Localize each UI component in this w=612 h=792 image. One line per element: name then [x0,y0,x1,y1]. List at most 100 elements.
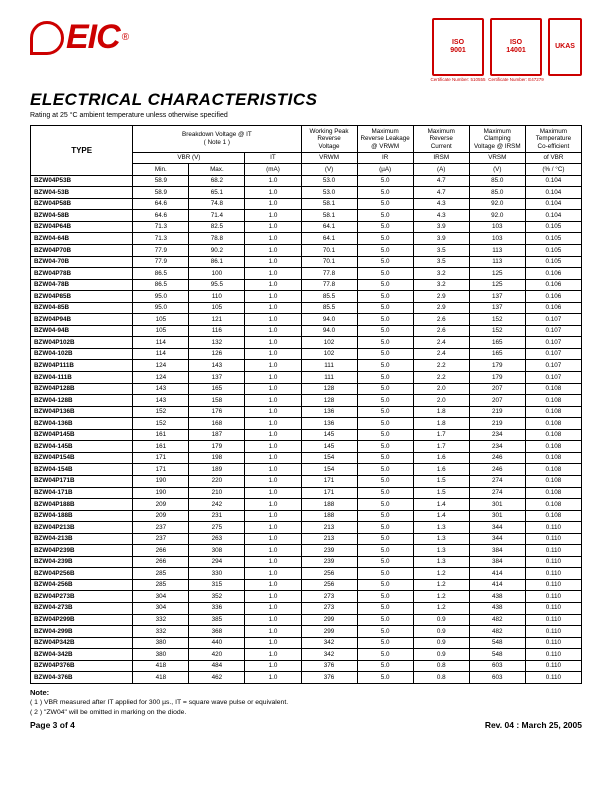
cell-type: BZW04-78B [31,279,133,291]
cell-value: 53.0 [301,187,357,199]
cell-value: 5.0 [357,452,413,464]
cell-value: 0.105 [525,233,581,245]
cell-value: 105 [133,314,189,326]
cell-value: 102 [301,348,357,360]
cell-value: 299 [301,614,357,626]
cell-value: 0.9 [413,649,469,661]
cell-value: 219 [469,418,525,430]
cell-value: 95.0 [133,291,189,303]
cell-value: 70.1 [301,256,357,268]
cell-value: 376 [301,672,357,684]
cell-type: BZW04-299B [31,626,133,638]
page-title: ELECTRICAL CHARACTERISTICS [30,90,582,110]
cell-value: 105 [133,325,189,337]
cell-value: 121 [189,314,245,326]
cell-value: 103 [469,233,525,245]
cell-value: 5.0 [357,579,413,591]
cell-type: BZW04-64B [31,233,133,245]
cell-value: 5.0 [357,499,413,511]
cell-value: 0.110 [525,637,581,649]
cell-value: 1.7 [413,429,469,441]
cell-value: 143 [133,395,189,407]
cell-value: 5.0 [357,429,413,441]
cell-value: 0.9 [413,626,469,638]
cell-value: 152 [469,314,525,326]
cell-value: 0.108 [525,406,581,418]
table-row: BZW04-53B58.965.11.053.05.04.785.00.104 [31,187,582,199]
cell-value: 190 [133,487,189,499]
cell-value: 168 [189,418,245,430]
cell-value: 102 [301,337,357,349]
cell-value: 285 [133,568,189,580]
table-row: BZW04-299B3323681.02995.00.94820.110 [31,626,582,638]
col-mrl: MaximumReverse Leakage@ VRWM [357,126,413,153]
table-row: BZW04P58B64.674.81.058.15.04.392.00.104 [31,198,582,210]
cell-value: 0.9 [413,614,469,626]
cell-type: BZW04P58B [31,198,133,210]
cell-value: 315 [189,579,245,591]
cell-value: 3.9 [413,233,469,245]
cell-value: 5.0 [357,556,413,568]
cell-value: 176 [189,406,245,418]
cell-value: 0.107 [525,337,581,349]
cell-value: 5.0 [357,291,413,303]
table-row: BZW04-171B1902101.01715.01.52740.108 [31,487,582,499]
cell-value: 2.6 [413,314,469,326]
cell-value: 418 [133,672,189,684]
cell-value: 239 [301,556,357,568]
cell-value: 274 [469,487,525,499]
cell-value: 113 [469,245,525,257]
cell-value: 1.0 [245,649,301,661]
footer-page: Page 3 of 4 [30,720,75,730]
table-row: BZW04P136B1521761.01365.01.82190.108 [31,406,582,418]
col-vrwm: VRWM [301,152,357,164]
table-row: BZW04-154B1711891.01545.01.62460.108 [31,464,582,476]
cell-value: 414 [469,579,525,591]
cell-type: BZW04P94B [31,314,133,326]
cell-value: 0.108 [525,510,581,522]
cell-value: 0.108 [525,441,581,453]
cell-type: BZW04P213B [31,522,133,534]
cell-type: BZW04-376B [31,672,133,684]
cell-value: 0.110 [525,556,581,568]
cell-value: 1.0 [245,210,301,222]
cell-value: 0.110 [525,533,581,545]
cell-value: 1.0 [245,602,301,614]
cell-value: 86.1 [189,256,245,268]
cell-type: BZW04-154B [31,464,133,476]
cell-value: 179 [469,360,525,372]
cell-value: 1.2 [413,602,469,614]
table-row: BZW04-94B1051161.094.05.02.61520.107 [31,325,582,337]
cell-value: 301 [469,499,525,511]
cell-type: BZW04P64B [31,221,133,233]
cell-value: 0.105 [525,221,581,233]
cell-value: 266 [133,545,189,557]
cell-value: 294 [189,556,245,568]
cell-value: 2.2 [413,360,469,372]
cell-value: 111 [301,360,357,372]
cell-value: 64.6 [133,198,189,210]
cell-value: 1.3 [413,533,469,545]
cell-value: 58.9 [133,175,189,187]
footer: Page 3 of 4 Rev. 04 : March 25, 2005 [30,720,582,730]
cell-value: 152 [133,406,189,418]
cell-value: 58.1 [301,210,357,222]
cell-value: 145 [301,441,357,453]
cell-value: 179 [189,441,245,453]
cell-value: 0.107 [525,314,581,326]
cell-value: 5.0 [357,545,413,557]
cell-value: 285 [133,579,189,591]
cell-value: 1.0 [245,221,301,233]
cell-value: 0.106 [525,268,581,280]
cell-value: 237 [133,522,189,534]
cell-type: BZW04-171B [31,487,133,499]
table-row: BZW04P78B86.51001.077.85.03.21250.106 [31,268,582,280]
col-ma: (mA) [245,164,301,176]
cell-value: 1.5 [413,475,469,487]
cell-value: 207 [469,395,525,407]
cell-value: 5.0 [357,487,413,499]
table-row: BZW04P85B95.01101.085.55.02.91370.106 [31,291,582,303]
cell-value: 152 [133,418,189,430]
table-row: BZW04-376B4184621.03765.00.86030.110 [31,672,582,684]
cell-value: 145 [301,429,357,441]
